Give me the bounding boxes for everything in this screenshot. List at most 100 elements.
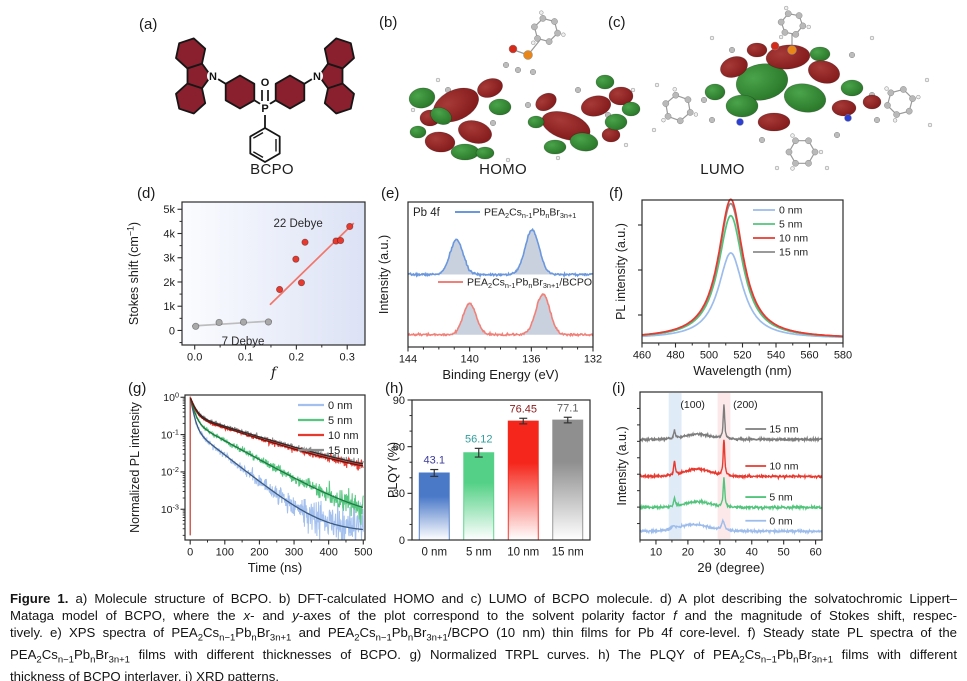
svg-text:300: 300 xyxy=(285,547,303,559)
svg-text:5 nm: 5 nm xyxy=(466,547,492,559)
svg-text:Intensity (a.u.): Intensity (a.u.) xyxy=(615,426,629,505)
svg-text:132: 132 xyxy=(584,354,602,366)
svg-text:136: 136 xyxy=(522,354,540,366)
svg-text:PLQY (%): PLQY (%) xyxy=(386,442,400,498)
bcpo-structure-drawing: N N P O xyxy=(175,37,355,163)
svg-text:15 nm: 15 nm xyxy=(769,424,798,436)
svg-text:Intensity (a.u.): Intensity (a.u.) xyxy=(377,235,391,314)
svg-text:P: P xyxy=(261,103,268,115)
svg-text:20: 20 xyxy=(682,547,694,559)
svg-text:Binding Energy (eV): Binding Energy (eV) xyxy=(442,367,558,382)
panel-label-b: (b) xyxy=(379,14,398,31)
svg-text:10 nm: 10 nm xyxy=(328,430,359,442)
svg-text:0 nm: 0 nm xyxy=(328,400,352,412)
svg-text:50: 50 xyxy=(778,547,790,559)
svg-text:7 Debye: 7 Debye xyxy=(222,336,265,348)
panel-label-h: (h) xyxy=(385,380,404,397)
svg-text:Pb 4f: Pb 4f xyxy=(413,207,441,219)
xps-spectra-chart: 144 140 136 132 Pb 4f PEA2Csn-1PbnBr3n+1 PEA2C… xyxy=(377,201,602,382)
svg-text:10-3: 10-3 xyxy=(161,502,179,516)
lippert-mataga-plot: 22 Debye 7 Debye 0.0 0.1 0.2 0.3 0 1k 2k 3k 4k 5k f S… xyxy=(126,201,366,381)
pl-spectra-chart: 460 480 500 520 540 560 580 0 nm 5 nm 10 nm 15 nm W… xyxy=(614,198,852,378)
svg-text:5k: 5k xyxy=(163,204,175,216)
svg-text:400: 400 xyxy=(319,547,337,559)
svg-text:56.12: 56.12 xyxy=(465,433,493,445)
svg-text:40: 40 xyxy=(746,547,758,559)
svg-text:0.3: 0.3 xyxy=(340,352,355,364)
caption-line: PEA2Csn−1PbnBr3n+1 films with different … xyxy=(10,647,957,666)
svg-text:10-2: 10-2 xyxy=(161,465,179,479)
homo-orbital-image xyxy=(408,10,641,163)
svg-text:10: 10 xyxy=(650,547,662,559)
svg-text:560: 560 xyxy=(800,350,818,362)
svg-text:30: 30 xyxy=(393,488,405,500)
svg-text:15 nm: 15 nm xyxy=(779,247,808,259)
svg-text:100: 100 xyxy=(216,547,234,559)
svg-text:Stokes shift (cm−1): Stokes shift (cm−1) xyxy=(126,222,141,325)
svg-text:f: f xyxy=(270,365,279,381)
svg-text:Normalized PL intensity: Normalized PL intensity xyxy=(128,401,142,533)
svg-text:76.45: 76.45 xyxy=(509,403,537,415)
svg-text:5 nm: 5 nm xyxy=(779,219,803,231)
svg-text:0 nm: 0 nm xyxy=(779,205,803,217)
svg-text:1k: 1k xyxy=(163,301,175,313)
svg-text:480: 480 xyxy=(666,350,684,362)
svg-text:PEA2Csn-1PbnBr3n+1/BCPO: PEA2Csn-1PbnBr3n+1/BCPO xyxy=(467,277,592,291)
caption-line: Figure 1. a) Molecule structure of BCPO.… xyxy=(10,591,958,606)
svg-text:460: 460 xyxy=(633,350,651,362)
svg-text:5 nm: 5 nm xyxy=(769,492,793,504)
panel-label-f: (f) xyxy=(609,185,624,202)
svg-text:500: 500 xyxy=(354,547,372,559)
svg-text:15 nm: 15 nm xyxy=(328,445,359,457)
svg-text:(200): (200) xyxy=(733,399,758,411)
svg-text:0 nm: 0 nm xyxy=(421,547,447,559)
caption-line: Mataga model of BCPO, where the x- and y… xyxy=(10,607,957,623)
svg-text:0: 0 xyxy=(169,325,175,337)
lumo-label: LUMO xyxy=(700,161,745,178)
svg-text:90: 90 xyxy=(393,395,405,407)
caption-line: thickness of BCPO interlayer. i) XRD pat… xyxy=(10,669,279,681)
svg-text:0.0: 0.0 xyxy=(187,352,202,364)
svg-text:580: 580 xyxy=(834,350,852,362)
svg-text:60: 60 xyxy=(393,441,405,453)
svg-text:Time (ns): Time (ns) xyxy=(248,560,302,575)
svg-text:15 nm: 15 nm xyxy=(552,547,584,559)
svg-text:O: O xyxy=(261,77,270,89)
svg-text:540: 540 xyxy=(767,350,785,362)
svg-text:30: 30 xyxy=(714,547,726,559)
figure-caption: Figure 1. a) Molecule structure of BCPO.… xyxy=(10,591,957,681)
svg-text:200: 200 xyxy=(250,547,268,559)
panel-label-g: (g) xyxy=(128,380,147,397)
svg-text:144: 144 xyxy=(399,354,417,366)
lumo-orbital-image xyxy=(651,5,933,171)
svg-text:10 nm: 10 nm xyxy=(507,547,539,559)
svg-text:520: 520 xyxy=(733,350,751,362)
svg-text:5 nm: 5 nm xyxy=(328,415,352,427)
homo-label: HOMO xyxy=(479,161,527,178)
panel-label-d: (d) xyxy=(137,185,156,202)
svg-text:3k: 3k xyxy=(163,253,175,265)
svg-text:PEA2Csn-1PbnBr3n+1: PEA2Csn-1PbnBr3n+1 xyxy=(484,207,576,221)
svg-text:(100): (100) xyxy=(680,399,705,411)
svg-text:10 nm: 10 nm xyxy=(769,461,798,473)
svg-text:N: N xyxy=(209,71,217,83)
panel-label-c: (c) xyxy=(608,14,626,31)
svg-text:100: 100 xyxy=(163,390,179,404)
svg-text:PL intensity (a.u.): PL intensity (a.u.) xyxy=(614,223,628,320)
panel-label-i: (i) xyxy=(612,380,626,397)
svg-text:4k: 4k xyxy=(163,228,175,240)
svg-text:Wavelength (nm): Wavelength (nm) xyxy=(693,363,792,378)
svg-text:0.2: 0.2 xyxy=(289,352,304,364)
caption-line: tively. e) XPS spectra of PEA2Csn−1PbnBr… xyxy=(10,624,958,644)
molecule-name-bcpo: BCPO xyxy=(250,161,294,178)
trpl-decay-chart: 0 100 200 300 400 500 100 10-1 10-2 10-3 0 nm 5 nm 1… xyxy=(128,390,372,575)
svg-text:500: 500 xyxy=(700,350,718,362)
svg-text:22 Debye: 22 Debye xyxy=(274,218,323,230)
svg-text:10 nm: 10 nm xyxy=(779,233,808,245)
svg-text:N: N xyxy=(313,71,321,83)
svg-text:0.1: 0.1 xyxy=(238,352,253,364)
svg-text:2θ (degree): 2θ (degree) xyxy=(697,560,764,575)
plqy-bar-chart: 43.1 0 nm 56.12 5 nm 76.45 10 nm 77.1 15 nm 0 30 6… xyxy=(386,395,591,559)
svg-text:0 nm: 0 nm xyxy=(769,515,793,527)
